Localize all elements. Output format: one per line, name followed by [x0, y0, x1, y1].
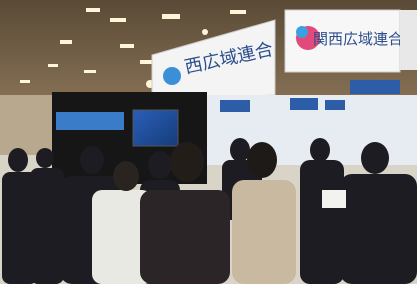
head: [247, 142, 277, 178]
screen: [133, 110, 178, 146]
sign-edge: [400, 10, 417, 70]
paper: [322, 190, 346, 208]
beige-coat-person: [232, 180, 296, 284]
sign-logo-part: [296, 26, 308, 38]
sign-right-text: 関西広域連合: [313, 30, 403, 48]
head: [170, 142, 204, 182]
head: [113, 161, 139, 191]
back-wall: [0, 95, 60, 155]
suit-person: [140, 190, 230, 284]
banner: [56, 112, 124, 130]
photo: 西広域連合 関西広域連合: [0, 0, 417, 284]
sign-logo: [163, 67, 181, 85]
